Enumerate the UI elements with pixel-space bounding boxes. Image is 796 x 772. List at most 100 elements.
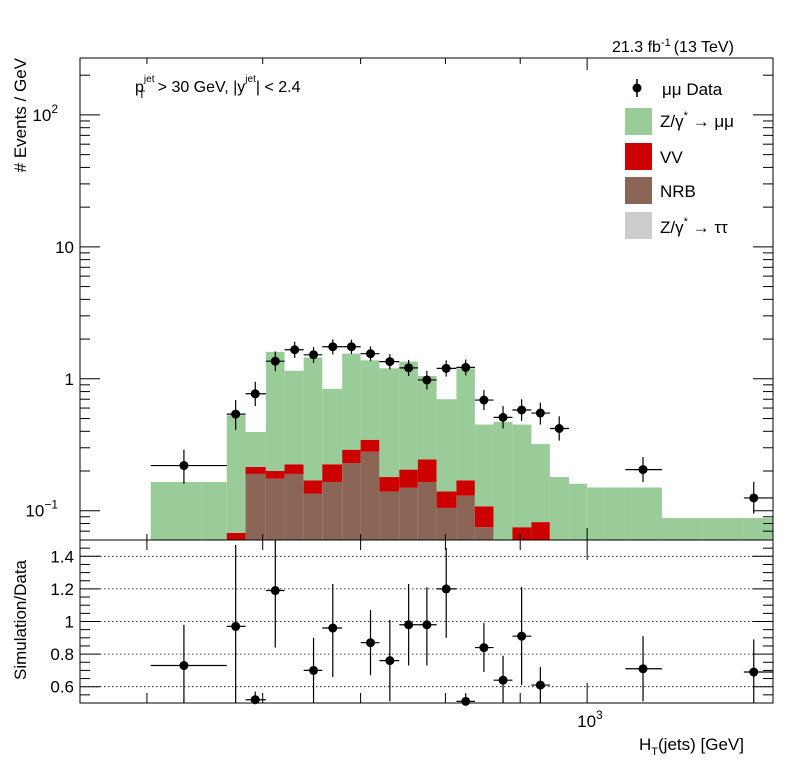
ratio-point-0 bbox=[179, 661, 189, 671]
cut-y-rest: | < 2.4 bbox=[256, 79, 301, 96]
data-point-1 bbox=[231, 409, 241, 419]
data-point-17 bbox=[535, 408, 545, 418]
bottom-y-tick-label-3: 1.2 bbox=[50, 580, 74, 599]
bottom-y-axis-title: Simulation/Data bbox=[11, 559, 30, 680]
ratio-point-10 bbox=[441, 584, 451, 594]
data-point-2 bbox=[250, 389, 260, 399]
bar-vv-12 bbox=[417, 459, 437, 483]
bar-vv-14 bbox=[456, 480, 475, 496]
legend-ztautau-sup: * bbox=[684, 216, 689, 228]
ratio-point-7 bbox=[385, 656, 395, 666]
ratio-point-12 bbox=[479, 643, 489, 653]
data-point-18 bbox=[554, 423, 564, 433]
cut-pt-sub: T bbox=[138, 89, 145, 101]
top-y-tick-label-2: 10 bbox=[55, 238, 74, 257]
legend-zmumu-label: Z/γ* → μμ bbox=[660, 110, 734, 131]
bar-nrb-10 bbox=[379, 491, 400, 540]
bar-nrb-14 bbox=[456, 495, 475, 540]
x-axis-title-rest: (jets) [GeV] bbox=[658, 735, 744, 754]
bar-zmumu-13 bbox=[436, 399, 457, 492]
bar-zmumu-8 bbox=[342, 353, 361, 450]
top-y-tick-label-base: 1 bbox=[65, 370, 74, 389]
legend-ztautau-swatch bbox=[625, 212, 652, 239]
lumi-value: 21.3 fb bbox=[612, 39, 661, 56]
bar-zmumu-3 bbox=[245, 432, 266, 467]
x-axis-title: HT(jets) [GeV] bbox=[639, 735, 744, 758]
data-point-13 bbox=[461, 362, 471, 372]
data-point-5 bbox=[309, 350, 319, 360]
bar-zmumu-24 bbox=[661, 518, 703, 540]
bar-zmumu-20 bbox=[569, 483, 588, 540]
lumi-superscript: -1 bbox=[661, 37, 671, 49]
bar-zmumu-4 bbox=[265, 351, 285, 472]
data-point-19 bbox=[638, 465, 648, 475]
energy-label: (13 TeV) bbox=[674, 39, 734, 56]
bar-zmumu-7 bbox=[322, 388, 343, 465]
bar-zmumu-16 bbox=[493, 422, 513, 540]
data-point-20 bbox=[749, 493, 759, 503]
top-y-tick-label-0: 10−1 bbox=[25, 498, 58, 521]
ratio-point-4 bbox=[309, 665, 319, 675]
bottom-y-tick-label-0: 0.6 bbox=[50, 678, 74, 697]
ratio-point-1 bbox=[231, 621, 241, 631]
bar-vv-15 bbox=[474, 506, 494, 528]
cut-pt-var: p bbox=[135, 79, 144, 96]
top-y-tick-label-exponent: −1 bbox=[44, 498, 58, 512]
legend-ztautau-suffix: → ττ bbox=[688, 218, 728, 237]
legend-entry-data: μμ Data bbox=[632, 79, 723, 99]
bar-zmumu-26 bbox=[743, 518, 773, 540]
bar-nrb-13 bbox=[436, 507, 457, 540]
lumi-label: 21.3 fb-1 (13 TeV) bbox=[612, 37, 734, 56]
data-point-14 bbox=[479, 395, 489, 405]
bottom-panel-y-axis: 0.6 0.8 1 1.2 1.4 bbox=[50, 539, 773, 704]
top-y-axis-title: # Events / GeV bbox=[11, 57, 30, 172]
top-panel-bars bbox=[150, 351, 773, 540]
data-point-9 bbox=[385, 357, 395, 367]
legend-data-label: μμ Data bbox=[662, 80, 723, 99]
data-point-11 bbox=[422, 375, 432, 385]
x-axis-title-var: H bbox=[639, 735, 651, 754]
x-tick-label-exponent: 3 bbox=[596, 708, 603, 722]
bar-zmumu-23 bbox=[625, 487, 662, 540]
ratio-point-11 bbox=[461, 696, 471, 706]
legend-ztautau-label: Z/γ* → ττ bbox=[660, 216, 728, 237]
data-point-10 bbox=[404, 363, 414, 373]
bottom-panel-gridlines bbox=[80, 555, 773, 688]
ratio-point-9 bbox=[422, 620, 432, 630]
bar-zmumu-5 bbox=[284, 370, 304, 465]
ratio-point-15 bbox=[535, 680, 545, 690]
bar-zmumu-9 bbox=[360, 360, 380, 440]
cut-y-sup: jet bbox=[244, 74, 256, 85]
data-point-8 bbox=[366, 349, 376, 359]
legend-entry-vv: VV bbox=[625, 143, 683, 170]
bottom-y-tick-label-4: 1.4 bbox=[50, 547, 74, 566]
bar-nrb-9 bbox=[360, 451, 380, 540]
ratio-point-13 bbox=[498, 675, 508, 685]
top-y-tick-label-3: 102 bbox=[32, 102, 58, 125]
bar-vv-5 bbox=[284, 464, 304, 474]
cut-pt-sup: jet bbox=[143, 74, 155, 85]
legend-zmumu-sup: * bbox=[684, 110, 689, 122]
bar-vv-17 bbox=[512, 527, 532, 540]
x-tick-label-base: 10 bbox=[577, 712, 596, 731]
cut-label: pjet T > 30 GeV, |yjet| < 2.4 bbox=[135, 74, 301, 101]
legend-entry-zmumu: Z/γ* → μμ bbox=[625, 108, 734, 135]
bar-zmumu-25 bbox=[702, 518, 744, 540]
legend-data-marker bbox=[632, 83, 642, 93]
bar-nrb-8 bbox=[342, 463, 361, 540]
cut-pt-rest: > 30 GeV, |y bbox=[153, 79, 245, 96]
bar-nrb-4 bbox=[265, 478, 285, 540]
bar-vv-3 bbox=[245, 466, 266, 474]
bar-vv-7 bbox=[322, 464, 343, 483]
legend-ztautau-text: Z/γ bbox=[660, 218, 684, 237]
ratio-point-5 bbox=[328, 623, 338, 633]
bottom-panel-ratio-points bbox=[150, 540, 773, 706]
data-point-3 bbox=[270, 356, 280, 366]
data-point-6 bbox=[328, 342, 338, 352]
bar-vv-8 bbox=[342, 449, 361, 464]
top-y-tick-label-base: 10 bbox=[25, 502, 44, 521]
bar-vv-9 bbox=[360, 439, 380, 452]
top-panel-data-points bbox=[150, 339, 773, 514]
